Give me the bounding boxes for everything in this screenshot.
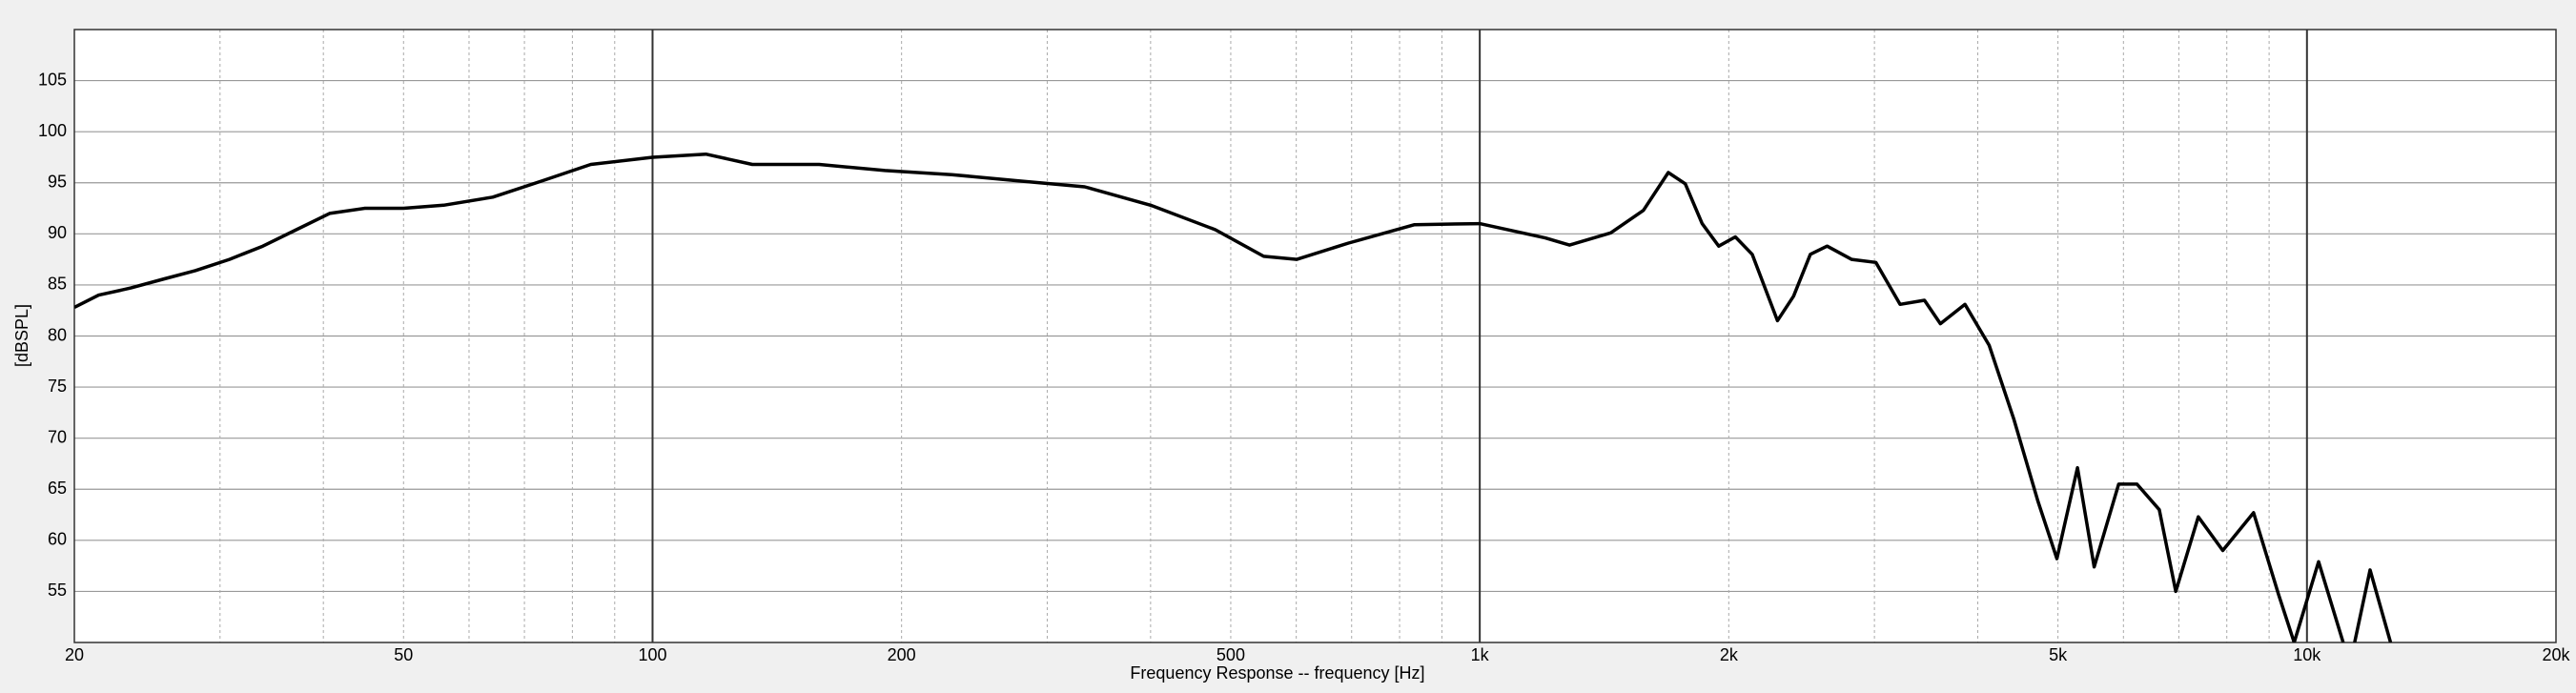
- y-tick-label: 80: [48, 325, 67, 344]
- y-tick-label: 100: [38, 121, 67, 140]
- series-line: [74, 152, 2393, 642]
- x-axis-label: Frequency Response -- frequency [Hz]: [1130, 663, 1424, 683]
- x-tick-label: 2k: [1720, 645, 1739, 664]
- y-tick-label: 105: [38, 70, 67, 89]
- y-tick-label: 95: [48, 173, 67, 192]
- x-tick-label: 20: [65, 645, 84, 664]
- y-tick-label: 55: [48, 581, 67, 600]
- y-tick-label: 85: [48, 275, 67, 294]
- y-tick-label: 70: [48, 427, 67, 446]
- y-axis-label: [dBSPL]: [12, 304, 31, 367]
- x-tick-label: 500: [1216, 645, 1245, 664]
- x-tick-label: 50: [394, 645, 413, 664]
- y-tick-label: 75: [48, 377, 67, 396]
- y-tick-label: 90: [48, 223, 67, 242]
- x-tick-label: 100: [638, 645, 666, 664]
- x-tick-label: 200: [888, 645, 916, 664]
- y-tick-label: 65: [48, 479, 67, 498]
- x-tick-label: 5k: [2049, 645, 2068, 664]
- x-tick-label: 20k: [2542, 645, 2570, 664]
- y-tick-label: 60: [48, 530, 67, 549]
- plot-border: [73, 29, 2557, 643]
- x-tick-label: 10k: [2293, 645, 2321, 664]
- x-tick-label: 1k: [1471, 645, 1490, 664]
